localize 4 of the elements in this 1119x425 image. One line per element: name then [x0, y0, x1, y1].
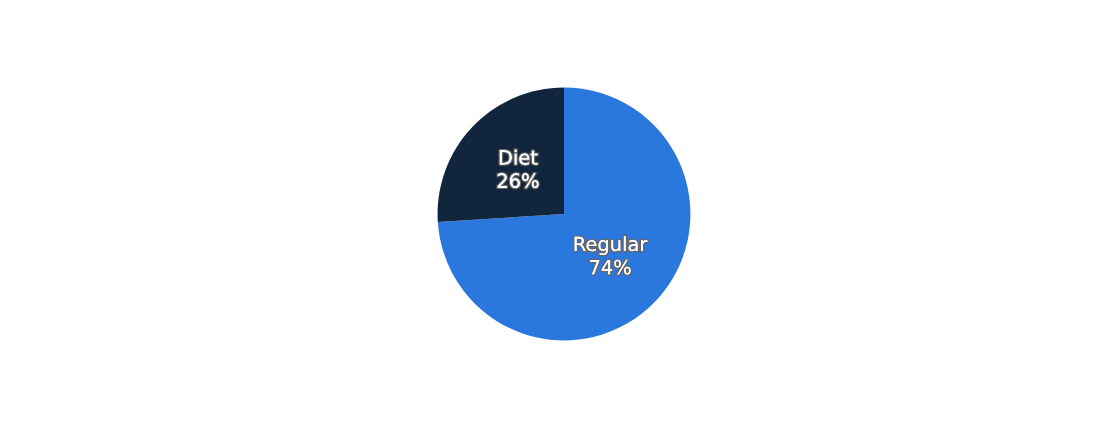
slice-label: Diet — [499, 149, 538, 165]
data-label: 26% — [497, 173, 539, 188]
data-label: 74% — [590, 259, 631, 275]
slice-label: Regular — [574, 236, 648, 256]
